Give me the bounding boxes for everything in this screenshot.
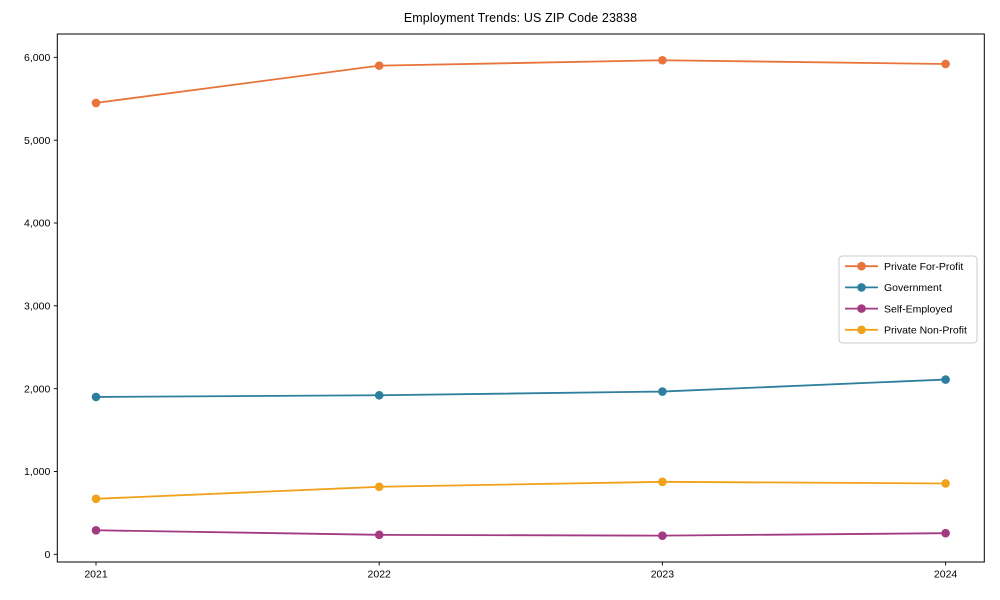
x-axis-tick-label: 2021 xyxy=(84,569,108,581)
data-point-marker xyxy=(91,98,101,108)
series-line-self-employed xyxy=(95,529,946,537)
y-axis-tick-label: 0 xyxy=(44,549,50,561)
legend-label: Self-Employed xyxy=(884,303,952,315)
y-axis-tick-label: 4,000 xyxy=(24,218,50,230)
legend-swatch-marker xyxy=(857,325,866,335)
legend-label: Government xyxy=(884,282,942,294)
x-axis-tick-label: 2024 xyxy=(934,569,958,581)
legend-label: Private Non-Profit xyxy=(884,325,967,337)
data-point-marker xyxy=(941,59,950,69)
x-axis-tick-label: 2023 xyxy=(651,569,675,581)
y-axis-tick-label: 3,000 xyxy=(24,300,50,312)
series-line-private-for-profit xyxy=(95,59,946,104)
y-axis-tick-label: 5,000 xyxy=(24,135,50,147)
legend-label: Private For-Profit xyxy=(884,261,963,273)
y-axis-tick-label: 1,000 xyxy=(24,466,50,478)
data-point-marker xyxy=(374,390,384,400)
data-point-marker xyxy=(374,61,384,70)
legend-swatch-marker xyxy=(857,304,866,313)
plot-area-border xyxy=(56,33,985,563)
x-axis-tick-label: 2022 xyxy=(368,569,392,581)
legend-swatch-marker xyxy=(857,283,866,292)
data-point-marker xyxy=(374,530,384,540)
series-line-government xyxy=(95,378,946,398)
y-axis-tick-label: 6,000 xyxy=(24,52,50,64)
y-axis-tick-label: 2,000 xyxy=(24,383,50,395)
data-point-marker xyxy=(658,531,667,540)
data-point-marker xyxy=(941,375,950,384)
legend-box xyxy=(838,255,978,344)
data-point-marker xyxy=(91,494,101,504)
data-point-marker xyxy=(941,528,950,538)
data-point-marker xyxy=(658,477,667,487)
chart-title: Employment Trends: US ZIP Code 23838 xyxy=(403,11,638,25)
data-point-marker xyxy=(91,392,101,402)
legend-swatch-marker xyxy=(857,261,866,271)
data-point-marker xyxy=(658,387,667,396)
data-point-marker xyxy=(374,482,384,492)
series-line-private-non-profit xyxy=(95,480,946,500)
data-point-marker xyxy=(941,479,950,488)
data-point-marker xyxy=(658,55,667,65)
data-point-marker xyxy=(91,525,101,535)
